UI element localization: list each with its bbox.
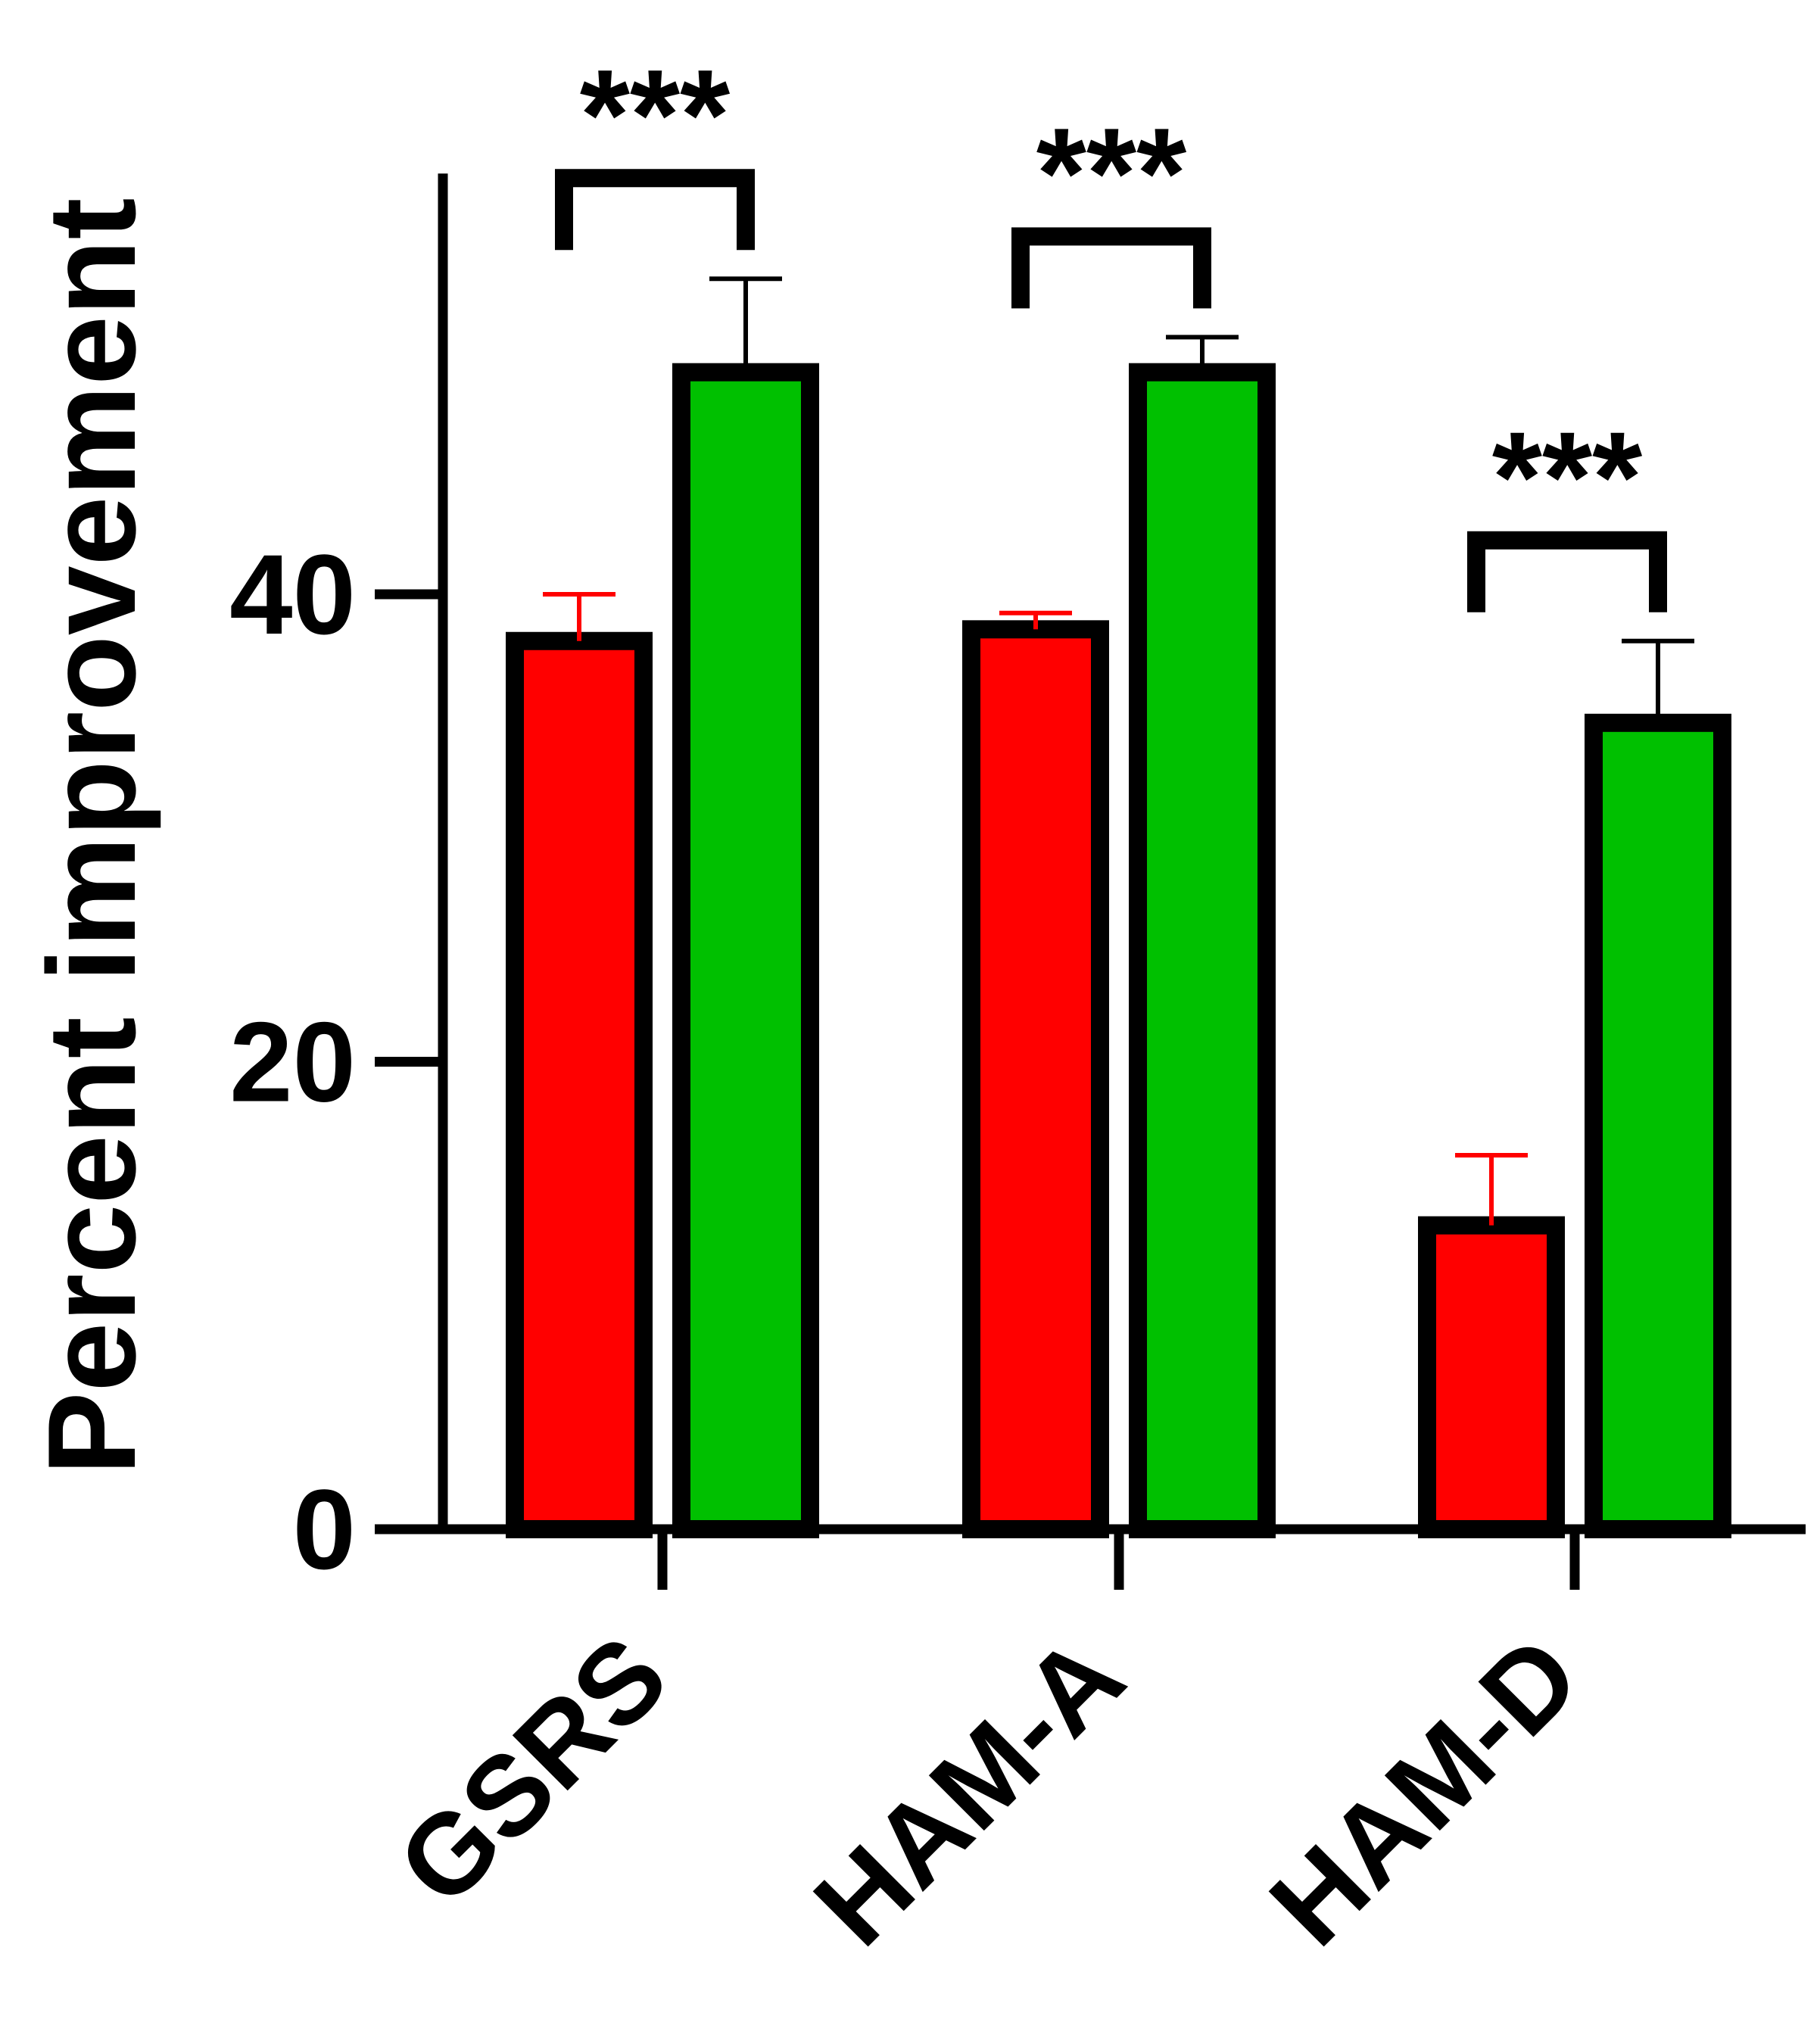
axes bbox=[375, 173, 1806, 1535]
bar-HAM-A-1 bbox=[1129, 363, 1276, 1538]
significance-label-HAM-A: *** bbox=[1036, 101, 1186, 245]
significance-bracket-GSRS bbox=[555, 169, 755, 251]
x-label-HAM-D: HAM-D bbox=[1245, 1612, 1603, 1969]
y-tick-label-20: 20 bbox=[229, 999, 356, 1126]
x-axis-labels: GSRS HAM-A HAM-D bbox=[373, 1612, 1603, 1969]
significance-bracket-HAM-A bbox=[1011, 227, 1211, 309]
y-axis-ticks: 0 20 40 bbox=[229, 531, 443, 1593]
significance-bracket-HAM-D bbox=[1467, 531, 1667, 612]
y-axis-title: Percent improvement bbox=[22, 198, 161, 1475]
bars bbox=[506, 363, 1731, 1590]
y-tick-label-40: 40 bbox=[229, 531, 356, 658]
significance-label-GSRS: *** bbox=[580, 43, 730, 187]
bar-HAM-D-0 bbox=[1418, 1216, 1565, 1538]
x-label-GSRS: GSRS bbox=[373, 1612, 690, 1929]
significance-brackets: *** *** *** bbox=[555, 43, 1667, 612]
bar-GSRS-0 bbox=[506, 631, 653, 1538]
x-label-HAM-A: HAM-A bbox=[790, 1612, 1147, 1969]
y-tick-label-0: 0 bbox=[293, 1466, 356, 1593]
bar-HAM-D-1 bbox=[1585, 713, 1731, 1538]
error-bars bbox=[543, 276, 1694, 1226]
bar-HAM-A-0 bbox=[962, 620, 1109, 1538]
bar-GSRS-1 bbox=[672, 363, 819, 1538]
significance-label-HAM-D: *** bbox=[1492, 406, 1642, 550]
